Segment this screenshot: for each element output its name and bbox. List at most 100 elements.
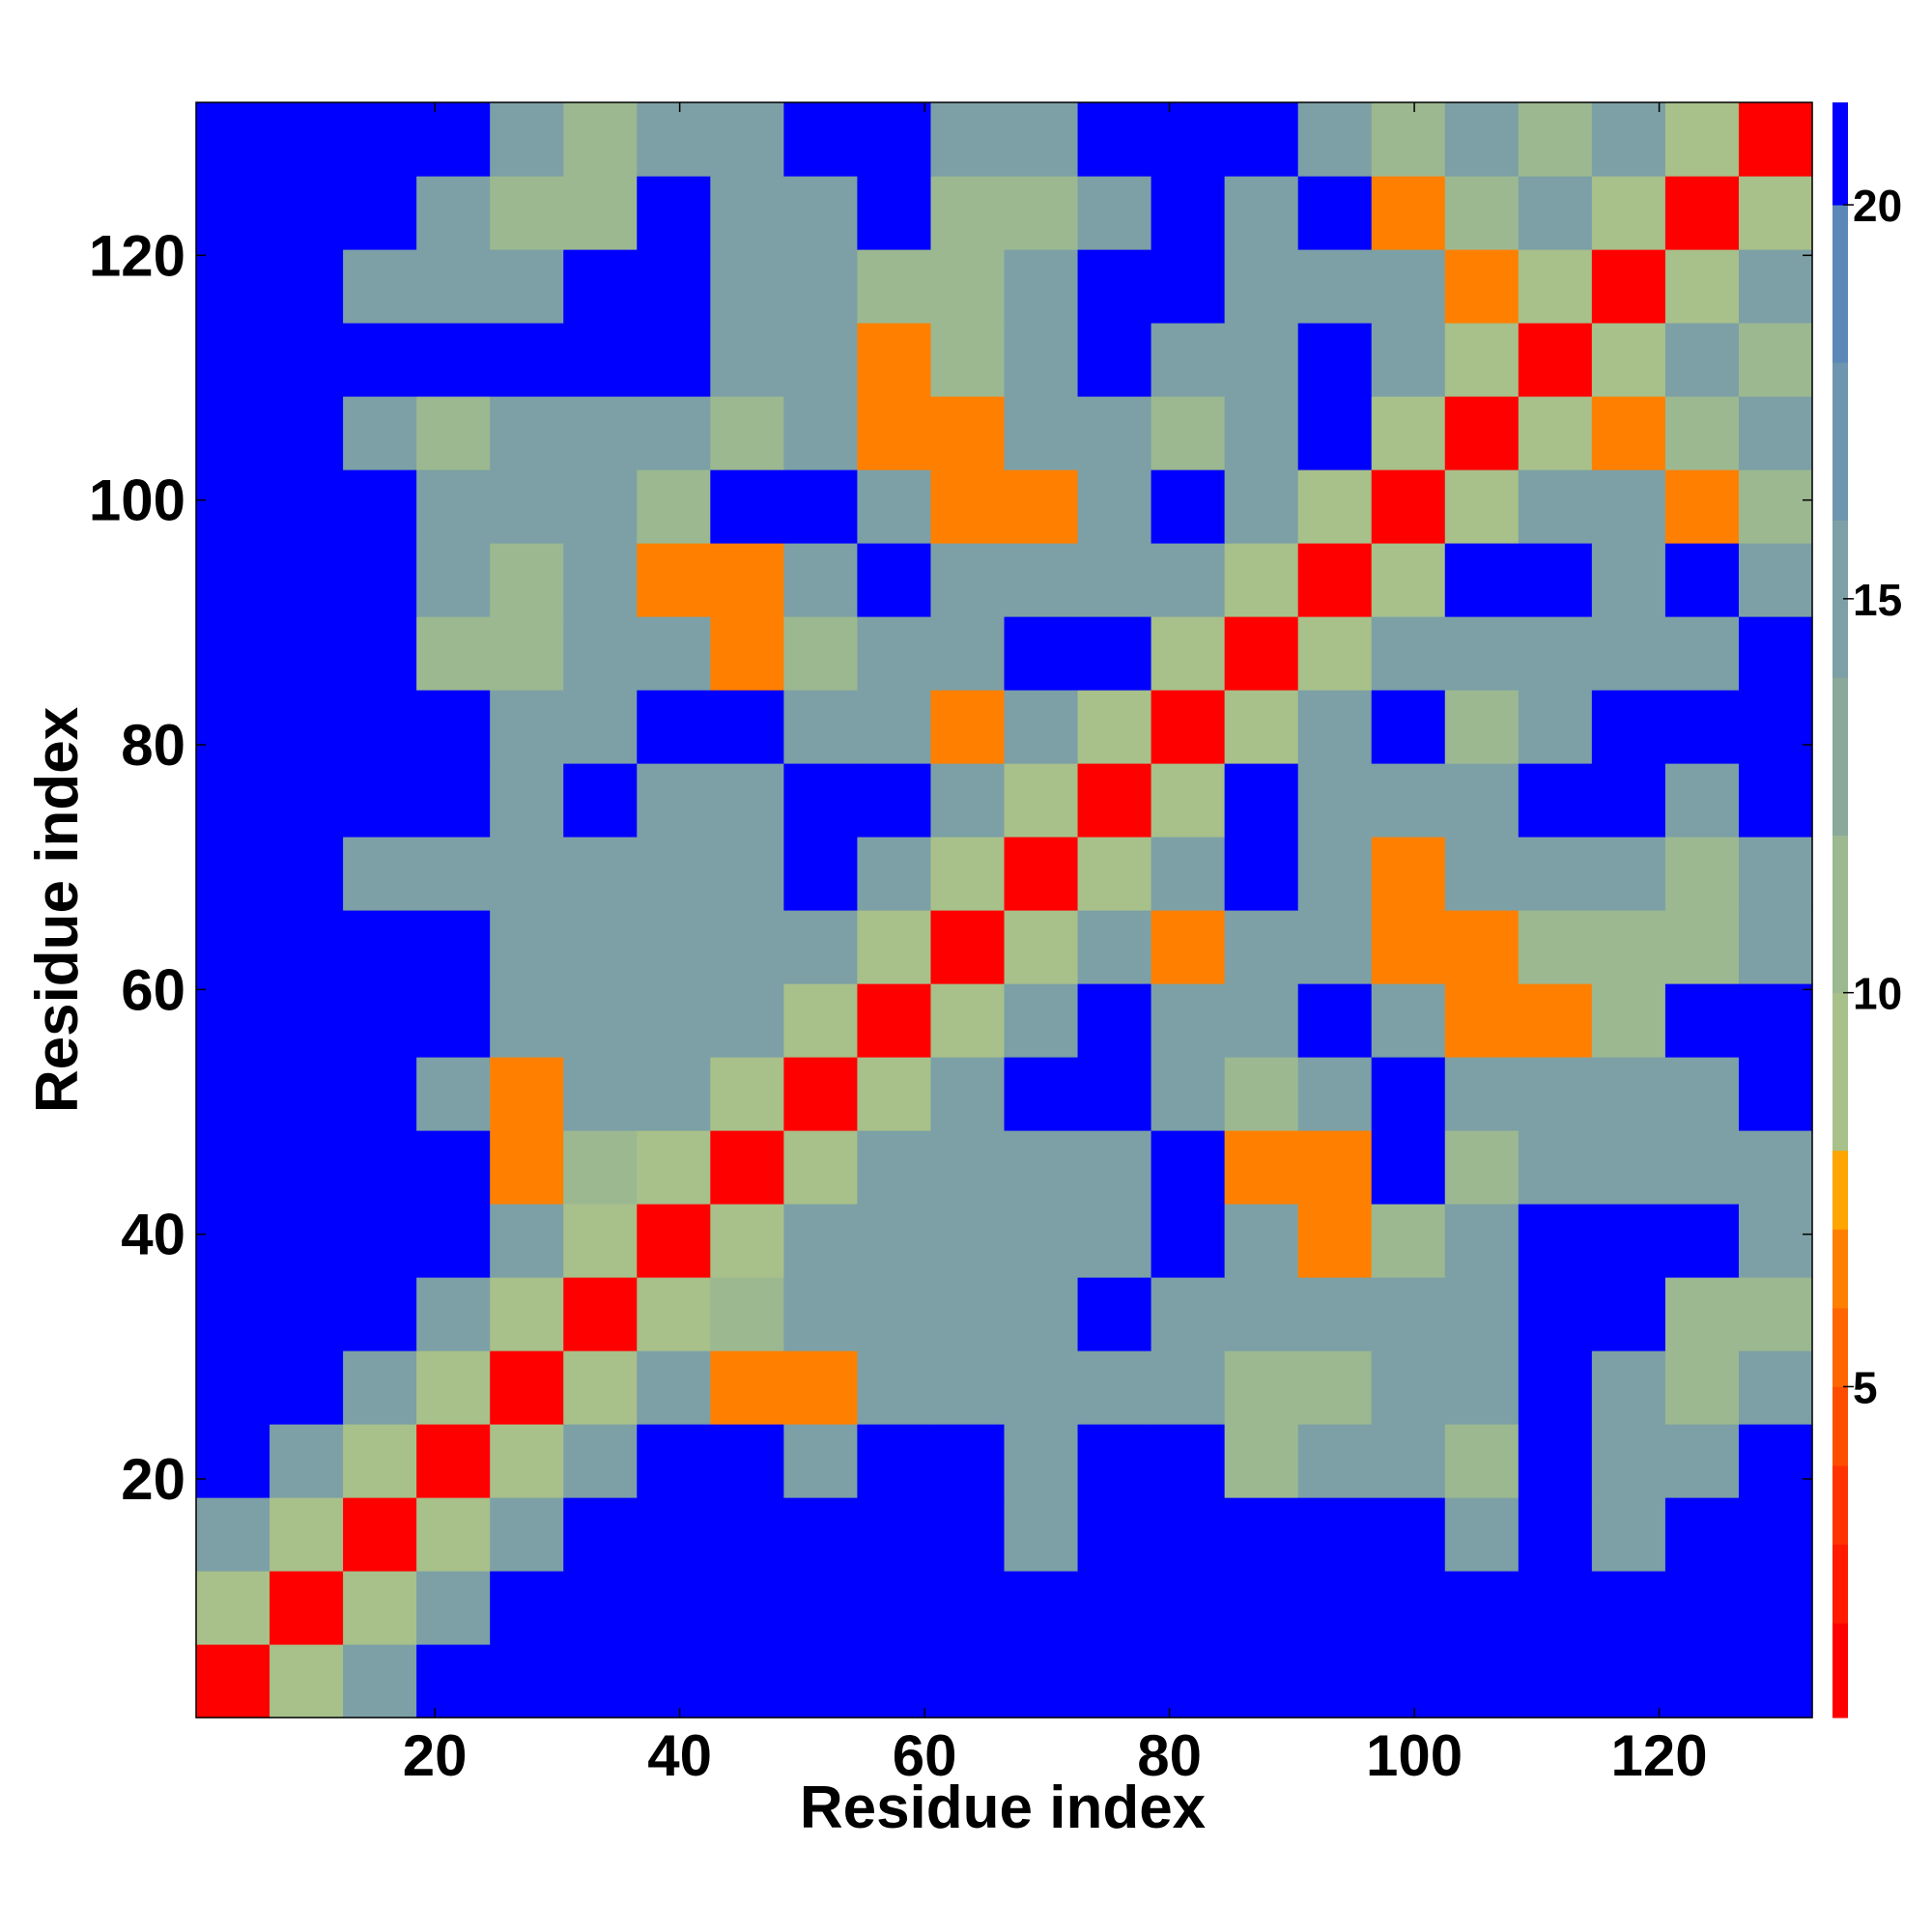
heatmap-cell [637,690,711,764]
heatmap-cell [710,983,784,1058]
heatmap-cell [710,323,784,397]
heatmap-cell [1664,1277,1740,1351]
heatmap-cell [637,1497,711,1572]
heatmap-cell [1224,1644,1299,1719]
x-tick-label: 120 [1611,1723,1708,1788]
heatmap-cell [637,1571,711,1645]
colorbar-tick-label: 15 [1853,575,1902,625]
heatmap-cell [1591,176,1666,250]
heatmap-cell [783,1424,859,1498]
heatmap-cell [783,176,859,250]
heatmap-cell [1151,469,1226,544]
heatmap-cell [1518,396,1593,470]
heatmap-cell [1664,176,1740,250]
heatmap-cell [1077,1424,1152,1498]
heatmap-cell [637,1130,711,1205]
heatmap-cell [343,1424,417,1498]
heatmap-cell [1518,837,1593,911]
heatmap-cell [1151,543,1226,617]
heatmap-cell [416,396,491,470]
heatmap-cell [783,763,859,838]
x-tick-label: 40 [647,1723,712,1788]
heatmap-cell [563,1130,638,1205]
heatmap-cell [270,1571,344,1645]
heatmap-cell [270,1424,344,1498]
heatmap-cell [1518,1424,1593,1498]
heatmap-cell [1518,1277,1593,1351]
heatmap-cell [1444,1424,1520,1498]
heatmap-cell [637,616,711,691]
heatmap-cell [1664,102,1740,177]
heatmap-cell [930,469,1006,544]
heatmap-cell [1371,763,1446,838]
heatmap-cell [930,1130,1006,1205]
heatmap-cell [1518,763,1593,838]
heatmap-cell [1077,1497,1152,1572]
heatmap-cell [1738,690,1813,764]
heatmap-cell [563,983,638,1058]
heatmap-cell [710,543,784,617]
heatmap-cell [1151,1204,1226,1278]
heatmap-cell [1151,1424,1226,1498]
heatmap-cell [490,1424,564,1498]
heatmap-cell [783,1497,859,1572]
heatmap-cell [1004,543,1079,617]
heatmap-cell [1738,1350,1813,1425]
heatmap-cell [857,396,932,470]
heatmap-cell [1371,837,1446,911]
heatmap-cell [490,396,564,470]
heatmap-cell [1664,616,1740,691]
heatmap-cell [1738,837,1813,911]
heatmap-cell [1738,176,1813,250]
heatmap-cell [563,176,638,250]
heatmap-cell [1664,763,1740,838]
heatmap-cell [1738,396,1813,470]
colorbar-segment [1833,1386,1848,1466]
heatmap-cell [1297,102,1373,177]
heatmap-cell [1444,323,1520,397]
heatmap-cell [1077,543,1152,617]
heatmap-cell [710,396,784,470]
heatmap-cell [783,323,859,397]
heatmap-cell [416,690,491,764]
heatmap-cell [563,1497,638,1572]
heatmap-cell [270,469,344,544]
y-tick-label: 80 [121,713,185,778]
heatmap-cell [1004,1571,1079,1645]
heatmap-cell [1077,396,1152,470]
heatmap-cell [270,1204,344,1278]
heatmap-cell [1077,102,1152,177]
y-tick-label: 40 [121,1203,185,1267]
heatmap-cell [1591,1497,1666,1572]
colorbar-segment [1833,1229,1848,1309]
heatmap-cell [1297,1057,1373,1131]
heatmap-cell [1297,1571,1373,1645]
heatmap-cell [416,837,491,911]
heatmap-cell [343,249,417,324]
heatmap-cell [1224,1277,1299,1351]
heatmap-cell [1518,176,1593,250]
heatmap-cell [343,763,417,838]
heatmap-cell [1591,543,1666,617]
heatmap-cell [196,910,270,984]
heatmap [196,102,1813,1719]
heatmap-cell [637,396,711,470]
heatmap-cell [416,983,491,1058]
heatmap-cell [1004,323,1079,397]
heatmap-cell [196,837,270,911]
heatmap-cell [196,1497,270,1572]
heatmap-cell [343,910,417,984]
heatmap-cell [563,396,638,470]
heatmap-cell [1518,1130,1593,1205]
heatmap-cell [710,837,784,911]
colorbar-segment [1833,835,1848,994]
heatmap-cell [857,102,932,177]
heatmap-cell [1077,1130,1152,1205]
heatmap-cell [857,1277,932,1351]
heatmap-cell [416,616,491,691]
heatmap-cell [343,1057,417,1131]
heatmap-cell [490,983,564,1058]
heatmap-cell [1738,469,1813,544]
heatmap-cell [1004,1497,1079,1572]
heatmap-cell [490,323,564,397]
